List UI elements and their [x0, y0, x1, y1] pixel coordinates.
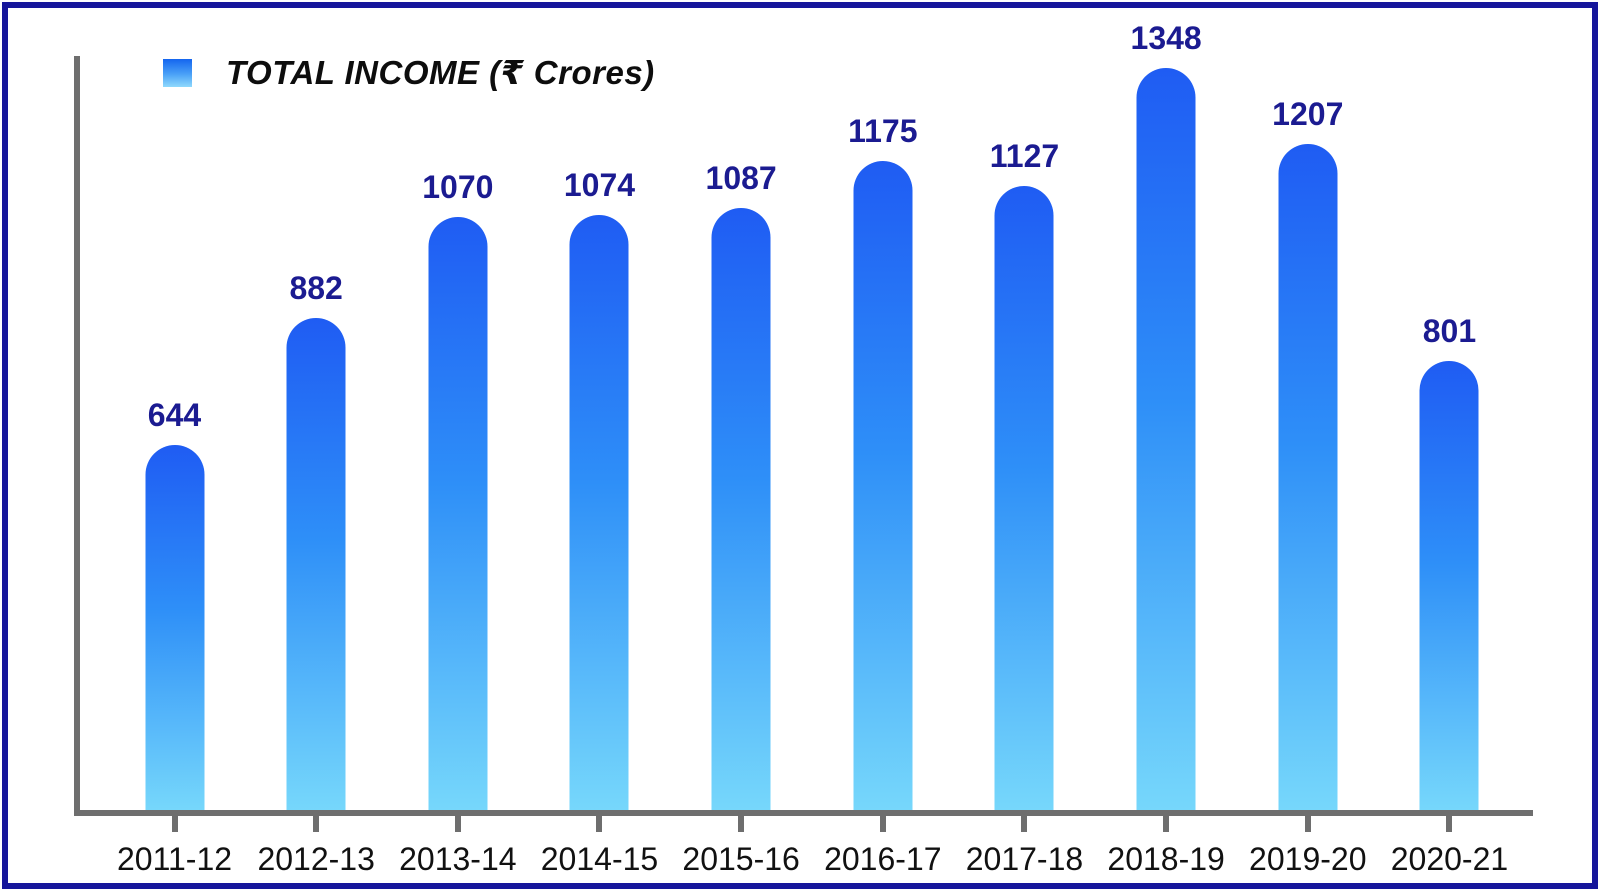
bar-group: 1175 2016-17: [812, 0, 954, 877]
bar-group: 1127 2017-18: [953, 0, 1095, 877]
bar-group: 801 2020-21: [1378, 0, 1520, 877]
bar: [569, 215, 629, 810]
bar-value-label: 1175: [848, 113, 918, 149]
bar-value-label: 1070: [422, 169, 494, 205]
bar-value-label: 644: [147, 397, 202, 433]
bar: [1136, 68, 1196, 810]
bar: [853, 161, 913, 810]
legend-label: TOTAL INCOME (₹ Crores): [226, 54, 655, 91]
bar-group: 1207 2019-20: [1237, 0, 1379, 877]
bar-value-label: 1127: [989, 138, 1060, 174]
y-axis-line: [74, 56, 80, 814]
bar: [1278, 144, 1338, 810]
legend-swatch: [163, 58, 192, 87]
bar-group: 1070 2013-14: [387, 0, 529, 877]
bar: [428, 217, 488, 810]
bar-group: 1087 2015-16: [670, 0, 812, 877]
plot-area: 644 2011-12 882 2012-13 1070 2013-14 1074 2014-…: [104, 0, 1520, 877]
bar-group: 644 2011-12: [104, 0, 246, 877]
bar: [994, 186, 1054, 810]
bar-group: 882 2012-13: [245, 0, 387, 877]
x-axis-line: [74, 810, 1533, 816]
bar-value-label: 1348: [1130, 20, 1202, 56]
bar: [145, 445, 204, 810]
bar-group: 1074 2014-15: [528, 0, 670, 877]
bar-value-label: 882: [289, 270, 343, 306]
bar-value-label: 1207: [1272, 96, 1344, 132]
bar: [286, 318, 346, 810]
legend: TOTAL INCOME (₹ Crores): [163, 53, 655, 92]
bar-value-label: 801: [1422, 313, 1477, 349]
bar-group: 1348 2018-19: [1095, 0, 1237, 877]
bar-value-label: 1074: [563, 167, 636, 203]
bar: [711, 208, 771, 810]
bar-value-label: 1087: [705, 160, 777, 196]
bar: [1419, 361, 1479, 810]
